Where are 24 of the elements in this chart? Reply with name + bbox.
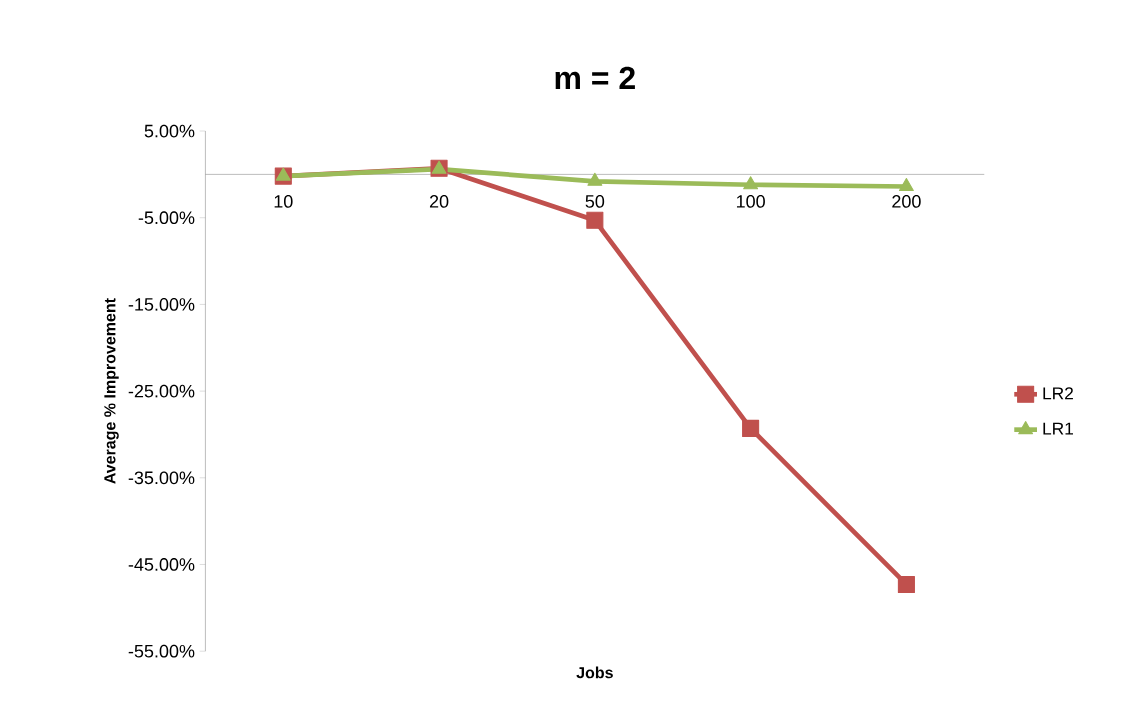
y-tick-label: -45.00%	[128, 558, 195, 571]
chart-title: m = 2	[555, 66, 635, 90]
x-tick-label: 10	[274, 195, 293, 208]
point	[897, 575, 915, 594]
point	[742, 419, 760, 437]
x-tick-label: 200	[892, 195, 921, 208]
legend-label: LR2	[1043, 387, 1073, 400]
y-tick-label: -55.00%	[128, 644, 195, 658]
y-tick-label: -35.00%	[128, 471, 195, 485]
x-tick-label: 50	[585, 195, 605, 208]
y-axis-title: Average % Improvement	[104, 298, 119, 484]
y-tick-label: -15.00%	[128, 298, 195, 311]
x-axis-title: Jobs	[576, 666, 613, 679]
x-tick-label: 100	[736, 195, 765, 208]
y-tick-label: -25.00%	[128, 384, 195, 398]
point	[275, 167, 291, 181]
y-tick-label: 5.00%	[144, 124, 195, 138]
point	[586, 211, 604, 229]
y-tick-label: -5.00%	[138, 211, 195, 225]
point	[898, 178, 914, 192]
x-tick-label: 20	[429, 195, 449, 208]
point	[587, 172, 603, 186]
legend-label: LR1	[1043, 422, 1073, 435]
point	[743, 176, 759, 190]
